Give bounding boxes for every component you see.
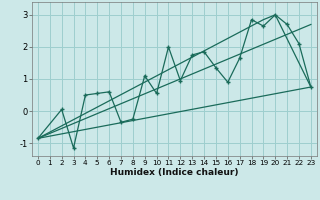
X-axis label: Humidex (Indice chaleur): Humidex (Indice chaleur) xyxy=(110,168,239,177)
